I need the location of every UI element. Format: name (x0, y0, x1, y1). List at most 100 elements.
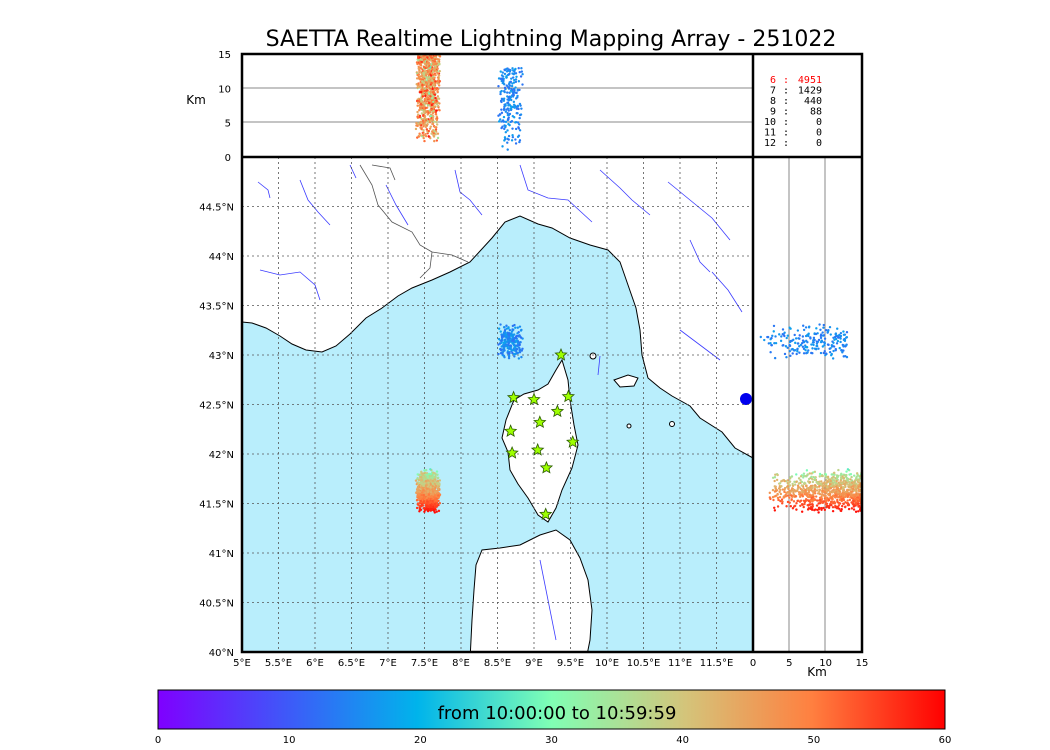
lightning-source-alt-lat (848, 498, 852, 502)
lightning-source-alt-lat (825, 496, 828, 500)
lightning-source-alt-lat (822, 506, 825, 510)
lightning-source-lon-alt (429, 59, 432, 62)
lightning-source (420, 503, 424, 506)
lightning-source-alt-lat (854, 510, 858, 513)
lat-tick-label: 43°N (209, 351, 234, 362)
lightning-source (416, 498, 419, 502)
stat-source-count: 4951 (798, 75, 822, 86)
lightning-source (423, 471, 427, 474)
lightning-source (517, 346, 521, 349)
lightning-source (502, 347, 506, 350)
lightning-source (518, 343, 521, 347)
lightning-source-lon-alt (431, 91, 435, 94)
lightning-source (431, 490, 435, 493)
lightning-source (418, 510, 421, 513)
lightning-source-alt-lat (813, 492, 817, 495)
lightning-source-alt-lat (845, 470, 848, 473)
lightning-source (434, 480, 437, 484)
lon-tick-label: 6°E (306, 658, 324, 669)
lightning-source-alt-lat (808, 480, 812, 484)
lightning-source-alt-lat (852, 474, 856, 477)
lightning-source-alt-lat (824, 352, 828, 355)
station-star (539, 460, 554, 474)
lightning-source (512, 328, 515, 331)
lightning-source-alt-lat (822, 500, 825, 503)
lightning-source-lon-alt (506, 148, 509, 151)
lightning-source-lon-alt (418, 62, 421, 65)
lightning-source-lon-alt (435, 123, 439, 126)
lightning-source-alt-lat (833, 495, 837, 499)
lightning-source-lon-alt (427, 92, 431, 95)
lightning-source (513, 345, 516, 349)
lightning-source-lon-alt (497, 120, 501, 123)
lightning-source-alt-lat (816, 499, 819, 502)
lightning-source-alt-lat (834, 494, 837, 497)
lightning-source-alt-lat (771, 334, 774, 338)
lightning-source (432, 509, 436, 512)
station-star (566, 435, 580, 448)
lightning-source (431, 471, 435, 474)
stat-source-count: 440 (804, 96, 822, 107)
station-star (527, 392, 541, 406)
lightning-source (509, 344, 513, 347)
lightning-source-alt-lat (770, 336, 773, 340)
lightning-source (502, 325, 506, 329)
lightning-source (422, 476, 426, 480)
lightning-source-alt-lat (806, 508, 810, 511)
lightning-source-lon-alt (511, 133, 514, 137)
lightning-source (507, 352, 511, 355)
lightning-source-alt-lat (821, 331, 824, 334)
lightning-source-alt-lat (820, 482, 823, 486)
lightning-source-alt-lat (845, 490, 848, 494)
lightning-source-lon-alt (507, 118, 510, 121)
lightning-source-alt-lat (790, 498, 793, 501)
lon-altitude-panel: 0 5 10 15 Km (186, 50, 753, 164)
lightning-source-lon-alt (435, 120, 438, 124)
lightning-source-alt-lat (814, 347, 818, 351)
lightning-source-lon-alt (512, 103, 516, 106)
lightning-source-alt-lat (818, 475, 821, 478)
lightning-source-alt-lat (858, 493, 861, 497)
lightning-source-lon-alt (509, 89, 513, 92)
lightning-source-alt-lat (773, 476, 777, 479)
lightning-source-lon-alt (431, 77, 435, 80)
lightning-source-lon-alt (501, 145, 504, 148)
lightning-source (423, 510, 426, 513)
lightning-source (434, 485, 438, 488)
station-markers (503, 347, 580, 521)
lightning-source-lon-alt (432, 135, 436, 138)
lightning-source-lon-alt (425, 102, 428, 105)
station-star (561, 389, 575, 403)
lightning-source-alt-lat (768, 496, 772, 499)
lightning-source-alt-lat (797, 482, 801, 485)
lightning-source-alt-lat (846, 488, 850, 492)
lightning-source-lon-alt (420, 124, 423, 127)
lightning-source-alt-lat (781, 344, 784, 347)
lightning-source-alt-lat (804, 349, 807, 352)
lightning-source-alt-lat (774, 473, 777, 476)
lightning-source-alt-lat (796, 329, 800, 332)
lightning-source-alt-lat (788, 481, 791, 484)
lightning-source (507, 327, 510, 330)
lightning-source-lon-alt (499, 92, 502, 96)
lightning-source-alt-lat (807, 333, 810, 336)
lightning-source-alt-lat (793, 333, 796, 337)
lightning-source-alt-lat (850, 507, 854, 510)
stat-separator: : (783, 107, 789, 118)
lightning-source-alt-lat (781, 502, 784, 505)
lightning-source (497, 337, 501, 341)
lightning-source-lon-alt (503, 139, 506, 142)
lightning-source (414, 479, 418, 482)
stat-station-count: 10 (764, 117, 776, 128)
lightning-source-alt-lat (797, 491, 801, 494)
lightning-source-alt-lat (790, 490, 793, 493)
lightning-source-lon-alt (430, 101, 433, 104)
lightning-source-lon-alt (425, 96, 428, 100)
lightning-source-lon-alt (435, 109, 438, 112)
lightning-source-alt-lat (811, 505, 814, 508)
lightning-source-alt-lat (849, 478, 852, 481)
lightning-source-alt-lat (844, 345, 847, 348)
lightning-source (501, 351, 504, 354)
